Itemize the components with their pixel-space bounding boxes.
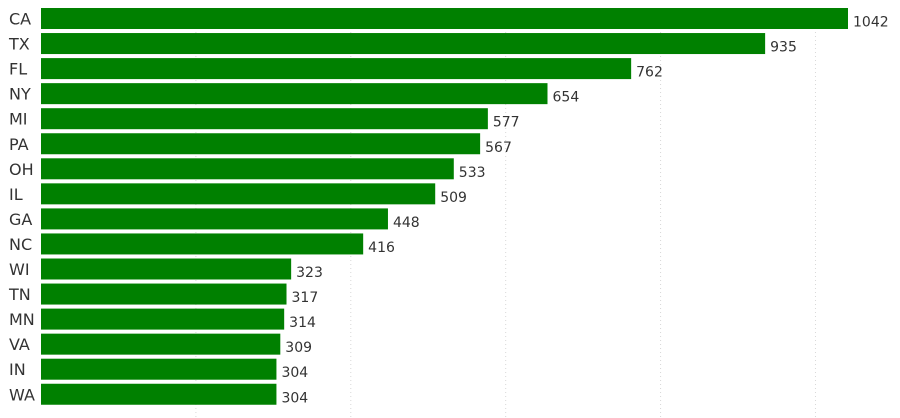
value-label-wi: 323 — [296, 265, 323, 281]
bar-mi — [41, 108, 488, 130]
bar-ny — [41, 83, 548, 105]
category-label-fl: FL — [9, 60, 27, 79]
value-label-tn: 317 — [292, 290, 319, 306]
category-label-pa: PA — [9, 135, 29, 154]
category-label-tn: TN — [8, 285, 31, 304]
value-label-in: 304 — [281, 365, 308, 381]
category-label-mi: MI — [9, 110, 28, 129]
bar-ca — [41, 8, 848, 29]
bar-ga — [41, 208, 388, 230]
value-labels: 1042 935 762 654 577 567 533 509 448 416 323 317 314… — [281, 15, 888, 407]
category-labels: CA TX FL NY MI PA OH IL GA NC WI TN MN VA IN WA — [8, 10, 35, 405]
bar-pa — [41, 133, 481, 155]
value-label-va: 309 — [285, 340, 312, 356]
bar-mn — [41, 308, 285, 330]
value-label-il: 509 — [440, 190, 467, 206]
value-label-nc: 416 — [368, 240, 395, 256]
value-label-pa: 567 — [485, 140, 512, 156]
value-label-oh: 533 — [459, 165, 486, 181]
value-label-mn: 314 — [289, 315, 316, 331]
value-label-mi: 577 — [493, 115, 520, 131]
bar-il — [41, 183, 436, 205]
category-label-mn: MN — [9, 310, 35, 329]
value-label-ny: 654 — [553, 90, 580, 106]
category-label-nc: NC — [9, 235, 32, 254]
bar-tn — [41, 283, 287, 305]
value-label-tx: 935 — [770, 40, 797, 56]
category-label-ca: CA — [9, 10, 31, 29]
bar-fl — [41, 58, 632, 80]
bar-in — [41, 358, 277, 380]
value-label-wa: 304 — [281, 390, 308, 406]
bar-oh — [41, 158, 454, 180]
category-label-in: IN — [9, 360, 26, 379]
bar-tx — [41, 33, 766, 55]
category-label-wa: WA — [9, 385, 35, 404]
bars — [41, 8, 848, 405]
category-label-va: VA — [9, 335, 30, 354]
bar-wa — [41, 383, 277, 405]
category-label-ny: NY — [9, 85, 31, 104]
category-label-ga: GA — [9, 210, 32, 229]
category-label-il: IL — [9, 185, 23, 204]
category-label-oh: OH — [9, 160, 34, 179]
value-label-ga: 448 — [393, 215, 420, 231]
category-label-wi: WI — [9, 260, 30, 279]
bar-va — [41, 333, 281, 355]
bar-wi — [41, 258, 292, 280]
value-label-fl: 762 — [636, 65, 663, 81]
value-label-ca: 1042 — [853, 15, 889, 31]
bar-nc — [41, 233, 364, 255]
category-label-tx: TX — [8, 35, 30, 54]
